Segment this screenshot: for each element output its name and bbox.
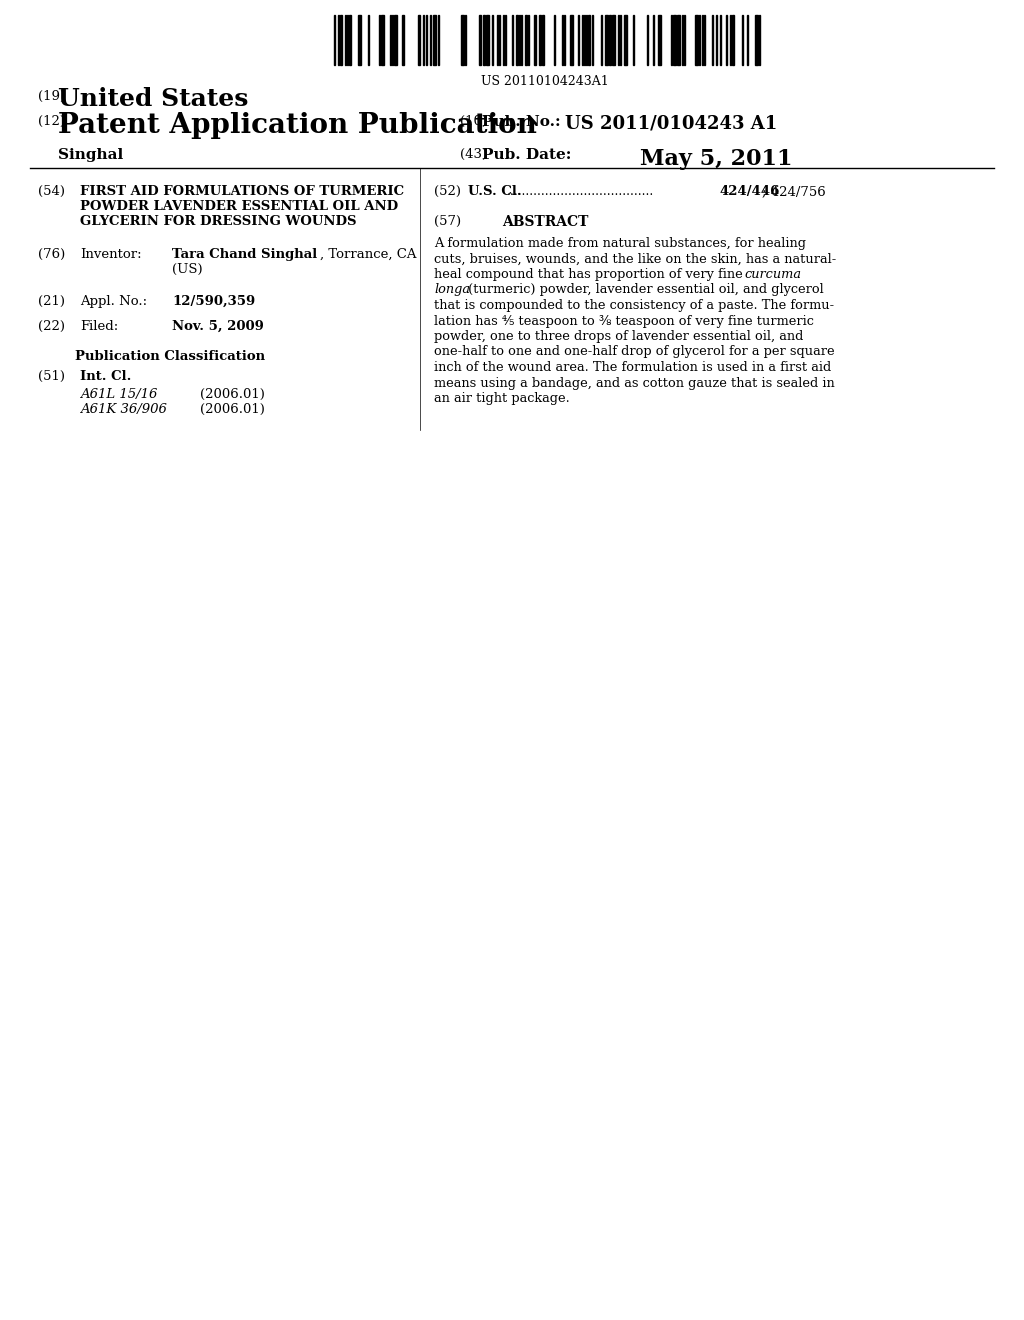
Text: longa: longa bbox=[434, 284, 470, 297]
Bar bbox=[394, 15, 397, 65]
Bar bbox=[418, 15, 420, 65]
Text: (19): (19) bbox=[38, 90, 66, 103]
Bar bbox=[755, 15, 758, 65]
Bar bbox=[402, 15, 404, 65]
Text: (76): (76) bbox=[38, 248, 66, 261]
Bar bbox=[695, 15, 698, 65]
Text: (57): (57) bbox=[434, 215, 461, 228]
Bar bbox=[732, 15, 734, 65]
Text: May 5, 2011: May 5, 2011 bbox=[640, 148, 793, 170]
Text: one-half to one and one-half drop of glycerol for a per square: one-half to one and one-half drop of gly… bbox=[434, 346, 835, 359]
Text: (12): (12) bbox=[38, 115, 65, 128]
Text: (21): (21) bbox=[38, 294, 65, 308]
Text: A formulation made from natural substances, for healing: A formulation made from natural substanc… bbox=[434, 238, 806, 249]
Text: cuts, bruises, wounds, and the like on the skin, has a natural-: cuts, bruises, wounds, and the like on t… bbox=[434, 252, 837, 265]
Text: Pub. No.:: Pub. No.: bbox=[482, 115, 560, 129]
Bar bbox=[525, 15, 527, 65]
Bar bbox=[479, 15, 481, 65]
Text: US 2011/0104243 A1: US 2011/0104243 A1 bbox=[565, 115, 777, 133]
Text: 12/590,359: 12/590,359 bbox=[172, 294, 255, 308]
Bar bbox=[433, 15, 436, 65]
Bar bbox=[673, 15, 676, 65]
Bar bbox=[486, 15, 489, 65]
Text: POWDER LAVENDER ESSENTIAL OIL AND: POWDER LAVENDER ESSENTIAL OIL AND bbox=[80, 201, 398, 213]
Text: (2006.01): (2006.01) bbox=[200, 388, 265, 401]
Text: (54): (54) bbox=[38, 185, 65, 198]
Bar bbox=[542, 15, 544, 65]
Text: heal compound that has proportion of very fine: heal compound that has proportion of ver… bbox=[434, 268, 746, 281]
Bar bbox=[483, 15, 485, 65]
Text: inch of the wound area. The formulation is used in a first aid: inch of the wound area. The formulation … bbox=[434, 360, 831, 374]
Bar bbox=[570, 15, 573, 65]
Text: Appl. No.:: Appl. No.: bbox=[80, 294, 147, 308]
Bar bbox=[612, 15, 615, 65]
Bar bbox=[340, 15, 342, 65]
Bar bbox=[588, 15, 590, 65]
Bar bbox=[605, 15, 608, 65]
Text: ......................................: ...................................... bbox=[507, 185, 654, 198]
Text: ABSTRACT: ABSTRACT bbox=[502, 215, 588, 228]
Text: lation has ⅘ teaspoon to ⅜ teaspoon of very fine turmeric: lation has ⅘ teaspoon to ⅜ teaspoon of v… bbox=[434, 314, 814, 327]
Text: (43): (43) bbox=[460, 148, 487, 161]
Text: means using a bandage, and as cotton gauze that is sealed in: means using a bandage, and as cotton gau… bbox=[434, 376, 835, 389]
Text: Patent Application Publication: Patent Application Publication bbox=[58, 112, 537, 139]
Bar bbox=[624, 15, 627, 65]
Bar bbox=[534, 15, 536, 65]
Text: United States: United States bbox=[58, 87, 249, 111]
Text: U.S. Cl.: U.S. Cl. bbox=[468, 185, 521, 198]
Text: , Torrance, CA: , Torrance, CA bbox=[319, 248, 417, 261]
Text: Int. Cl.: Int. Cl. bbox=[80, 370, 131, 383]
Text: A61L 15/16: A61L 15/16 bbox=[80, 388, 158, 401]
Text: Filed:: Filed: bbox=[80, 319, 118, 333]
Text: Publication Classification: Publication Classification bbox=[75, 350, 265, 363]
Text: that is compounded to the consistency of a paste. The formu-: that is compounded to the consistency of… bbox=[434, 300, 835, 312]
Bar bbox=[658, 15, 662, 65]
Text: US 20110104243A1: US 20110104243A1 bbox=[481, 75, 609, 88]
Bar bbox=[349, 15, 351, 65]
Bar bbox=[609, 15, 611, 65]
Text: Pub. Date:: Pub. Date: bbox=[482, 148, 571, 162]
Bar bbox=[539, 15, 541, 65]
Text: (2006.01): (2006.01) bbox=[200, 403, 265, 416]
Text: (51): (51) bbox=[38, 370, 65, 383]
Text: 424/446: 424/446 bbox=[720, 185, 780, 198]
Text: (22): (22) bbox=[38, 319, 65, 333]
Text: (10): (10) bbox=[460, 115, 487, 128]
Text: an air tight package.: an air tight package. bbox=[434, 392, 569, 405]
Text: ; 424/756: ; 424/756 bbox=[762, 185, 825, 198]
Text: Nov. 5, 2009: Nov. 5, 2009 bbox=[172, 319, 264, 333]
Text: Inventor:: Inventor: bbox=[80, 248, 141, 261]
Bar bbox=[358, 15, 361, 65]
Text: powder, one to three drops of lavender essential oil, and: powder, one to three drops of lavender e… bbox=[434, 330, 804, 343]
Text: (52): (52) bbox=[434, 185, 461, 198]
Text: (turmeric) powder, lavender essential oil, and glycerol: (turmeric) powder, lavender essential oi… bbox=[464, 284, 823, 297]
Text: A61K 36/906: A61K 36/906 bbox=[80, 403, 167, 416]
Text: curcuma: curcuma bbox=[744, 268, 801, 281]
Text: Tara Chand Singhal: Tara Chand Singhal bbox=[172, 248, 317, 261]
Text: Singhal: Singhal bbox=[58, 148, 123, 162]
Text: GLYCERIN FOR DRESSING WOUNDS: GLYCERIN FOR DRESSING WOUNDS bbox=[80, 215, 356, 228]
Text: FIRST AID FORMULATIONS OF TURMERIC: FIRST AID FORMULATIONS OF TURMERIC bbox=[80, 185, 404, 198]
Text: (US): (US) bbox=[172, 263, 203, 276]
Bar bbox=[381, 15, 384, 65]
Bar bbox=[461, 15, 464, 65]
Bar bbox=[516, 15, 518, 65]
Bar bbox=[677, 15, 680, 65]
